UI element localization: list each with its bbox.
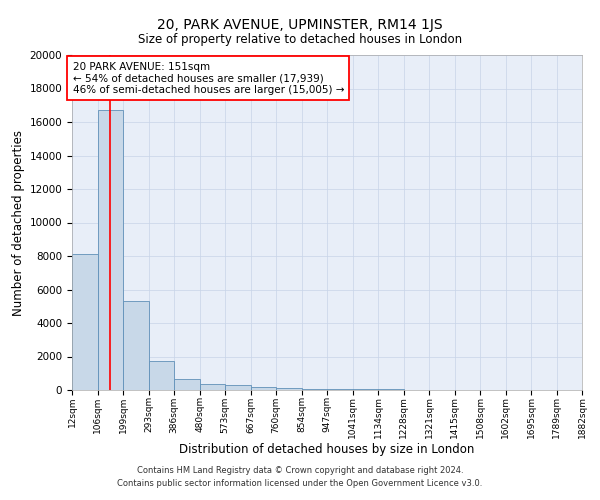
Bar [149,360,174,390]
Bar [302,388,327,390]
Y-axis label: Number of detached properties: Number of detached properties [13,130,25,316]
Text: 20, PARK AVENUE, UPMINSTER, RM14 1JS: 20, PARK AVENUE, UPMINSTER, RM14 1JS [157,18,443,32]
Bar [123,301,149,390]
Bar [327,389,353,390]
Bar [98,110,123,390]
Bar [251,386,276,390]
Text: 20 PARK AVENUE: 151sqm
← 54% of detached houses are smaller (17,939)
46% of semi: 20 PARK AVENUE: 151sqm ← 54% of detached… [73,62,344,95]
Bar [225,386,251,390]
Text: Contains HM Land Registry data © Crown copyright and database right 2024.
Contai: Contains HM Land Registry data © Crown c… [118,466,482,487]
Text: Size of property relative to detached houses in London: Size of property relative to detached ho… [138,32,462,46]
Bar [174,379,200,390]
X-axis label: Distribution of detached houses by size in London: Distribution of detached houses by size … [179,442,475,456]
Bar [200,384,225,390]
Bar [72,254,98,390]
Bar [276,388,302,390]
